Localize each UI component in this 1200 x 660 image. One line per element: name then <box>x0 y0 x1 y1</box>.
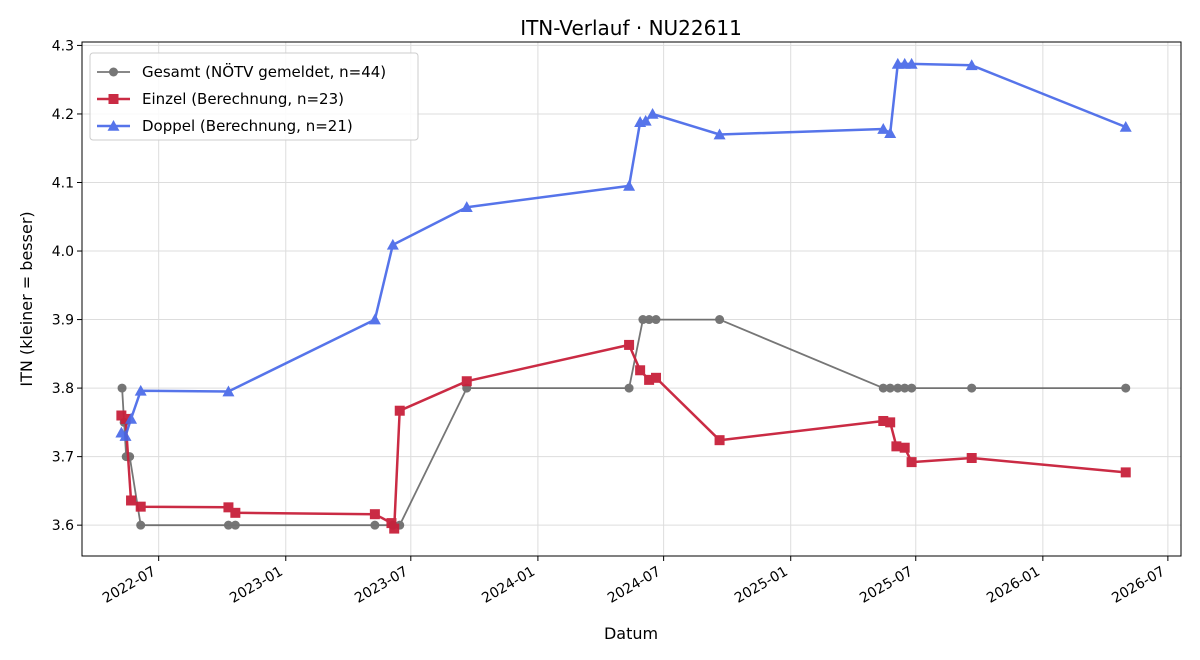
data-point <box>905 57 918 69</box>
data-point <box>713 128 726 140</box>
data-point <box>125 452 135 462</box>
data-point <box>370 520 380 530</box>
data-point <box>885 417 896 428</box>
legend-label: Doppel (Berechnung, n=21) <box>142 117 353 135</box>
data-point <box>136 520 146 530</box>
y-tick-label: 3.9 <box>52 313 74 329</box>
data-point <box>223 502 234 513</box>
y-tick-label: 4.2 <box>52 107 74 123</box>
data-point <box>878 415 889 426</box>
data-point <box>900 383 910 393</box>
y-tick-label: 3.6 <box>52 518 74 534</box>
data-point <box>117 383 127 393</box>
chart-title: ITN-Verlauf · NU22611 <box>520 16 742 40</box>
data-point <box>638 315 648 325</box>
legend-entry <box>97 67 130 77</box>
data-point <box>907 383 917 393</box>
y-tick-label: 4.1 <box>52 175 74 191</box>
data-point <box>651 315 661 325</box>
data-point <box>230 507 241 518</box>
data-point <box>1121 383 1131 393</box>
series-layer <box>115 57 1132 534</box>
data-point <box>134 384 147 396</box>
data-point <box>386 518 397 529</box>
legend-label: Gesamt (NÖTV gemeldet, n=44) <box>142 62 386 81</box>
data-point <box>389 523 400 534</box>
series-line <box>120 343 1126 530</box>
data-point <box>644 374 655 385</box>
series-square <box>116 339 1131 534</box>
data-point <box>906 457 917 468</box>
x-tick-label: 2023-07 <box>352 564 411 607</box>
x-tick-label: 2026-01 <box>984 564 1043 607</box>
data-point <box>899 442 910 453</box>
data-point <box>369 509 380 520</box>
data-point <box>222 385 235 397</box>
data-point <box>461 376 472 387</box>
x-axis-ticks: 2022-07 2023-01 2023-07 2024-01 2024-07 2025-… <box>100 556 1169 607</box>
data-point <box>893 383 903 393</box>
data-point <box>1120 467 1131 478</box>
data-point <box>965 59 978 71</box>
x-tick-label: 2025-07 <box>857 564 916 607</box>
x-tick-label: 2024-01 <box>479 564 538 607</box>
data-point <box>966 452 977 463</box>
data-point <box>878 383 888 393</box>
data-point <box>885 383 895 393</box>
data-point <box>639 114 652 126</box>
y-axis-label: ITN (kleiner = besser) <box>17 211 36 386</box>
legend-box <box>89 52 419 141</box>
data-point <box>1119 120 1132 132</box>
data-point <box>135 501 146 512</box>
x-tick-label: 2026-07 <box>1109 564 1168 607</box>
data-point <box>394 405 405 416</box>
y-axis-ticks: 3.6 3.7 3.8 3.9 4.0 4.1 4.2 4.3 <box>52 38 82 534</box>
data-point <box>877 123 890 134</box>
data-point <box>460 201 473 212</box>
plot-frame <box>81 41 1182 557</box>
data-point <box>223 520 233 530</box>
legend-entry <box>97 94 130 104</box>
y-tick-label: 4.3 <box>52 38 74 54</box>
x-tick-label: 2025-01 <box>732 564 791 607</box>
legend-marker <box>109 67 118 77</box>
data-point <box>624 383 634 393</box>
series-line <box>121 318 1126 527</box>
data-point <box>646 107 659 119</box>
data-point <box>651 372 662 383</box>
data-point <box>644 315 654 325</box>
x-axis-label: Datum <box>604 624 658 643</box>
legend-marker <box>108 94 119 104</box>
data-point <box>891 441 902 452</box>
y-tick-label: 4.0 <box>52 244 74 260</box>
data-point <box>386 238 399 250</box>
data-point <box>714 435 725 446</box>
data-point <box>884 127 897 138</box>
legend-label: Einzel (Berechnung, n=23) <box>142 90 344 108</box>
y-tick-label: 3.7 <box>52 450 74 466</box>
x-tick-label: 2022-07 <box>100 564 159 607</box>
y-tick-label: 3.8 <box>52 381 74 397</box>
data-point <box>967 383 977 393</box>
data-point <box>126 495 137 506</box>
legend-entry <box>97 120 130 131</box>
data-point <box>368 313 381 325</box>
data-point <box>715 315 725 325</box>
series-triangle <box>115 57 1132 441</box>
data-point <box>623 179 636 191</box>
legend-marker <box>107 120 120 131</box>
legend: Gesamt (NÖTV gemeldet, n=44) Einzel (Bere… <box>89 52 419 141</box>
data-point <box>120 413 131 424</box>
data-point <box>119 430 132 441</box>
data-point <box>635 365 646 376</box>
x-tick-label: 2023-01 <box>227 564 286 607</box>
x-tick-label: 2024-07 <box>605 564 664 607</box>
data-point <box>125 412 138 424</box>
data-point <box>624 339 635 350</box>
grid <box>82 42 1181 556</box>
data-point <box>230 520 240 530</box>
